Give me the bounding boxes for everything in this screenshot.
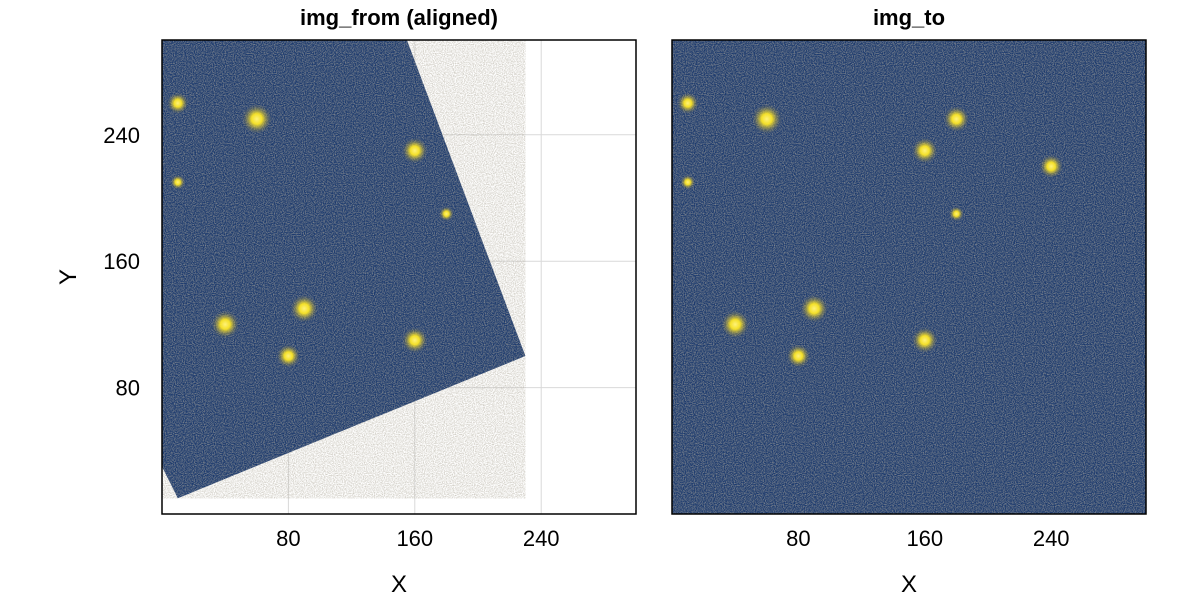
x-tick-label: 160 [396, 526, 433, 551]
image-noise-texture [162, 40, 526, 499]
star-source [786, 344, 811, 368]
x-axis-label: X [901, 571, 917, 598]
x-tick-labels: 80 160 240 [786, 526, 1069, 551]
star-source [276, 344, 301, 368]
y-axis-label: Y [55, 269, 82, 285]
star-source [800, 294, 829, 323]
panel-img-to: img_to 80 160 240 X [671, 5, 1147, 598]
x-tick-label: 80 [276, 526, 300, 551]
x-tick-label: 160 [906, 526, 943, 551]
x-axis-label: X [391, 571, 407, 598]
star-source [439, 206, 454, 222]
star-sources [677, 92, 1063, 368]
star-source [721, 310, 750, 339]
y-tick-label: 160 [103, 249, 140, 274]
image-noise-texture [672, 40, 1146, 514]
axes-frame [161, 39, 637, 515]
star-source [167, 92, 189, 114]
x-tick-label: 80 [786, 526, 810, 551]
star-source [402, 327, 428, 354]
panel-img-from: img_from (aligned) 80 160 240 80 160 240 X Y [55, 5, 637, 598]
x-tick-labels: 80 160 240 [276, 526, 559, 551]
star-source [241, 104, 272, 134]
axes-frame [671, 39, 1147, 515]
star-source [677, 92, 699, 114]
star-source [943, 106, 970, 132]
x-tick-label: 240 [523, 526, 560, 551]
star-source [949, 206, 964, 222]
star-sources [167, 92, 454, 368]
star-source [1039, 154, 1063, 179]
star-source [170, 174, 186, 190]
star-source [912, 327, 938, 354]
star-source [402, 137, 428, 164]
y-tick-label: 80 [116, 376, 140, 401]
y-tick-labels: 80 160 240 [103, 123, 140, 401]
panel-title: img_to [873, 5, 945, 30]
star-source [290, 294, 319, 323]
star-source [211, 310, 240, 339]
star-source [912, 137, 938, 164]
star-source [751, 104, 782, 134]
panel-title: img_from (aligned) [300, 5, 498, 30]
y-tick-label: 240 [103, 123, 140, 148]
star-source [680, 174, 696, 190]
x-tick-label: 240 [1033, 526, 1070, 551]
